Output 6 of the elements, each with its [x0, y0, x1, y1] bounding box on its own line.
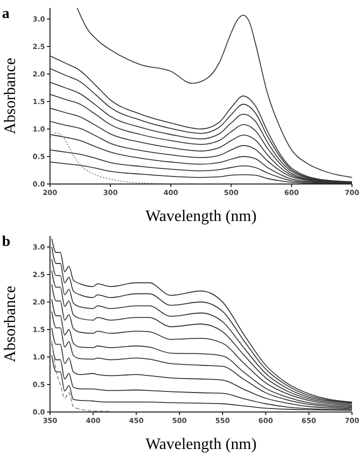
- x-axis-title: Wavelength (nm): [145, 436, 257, 453]
- y-axis-title: Absorbance: [2, 58, 19, 134]
- y-axis-title: Absorbance: [2, 286, 19, 362]
- chart-title: b: [2, 234, 10, 250]
- x-axis-title: Wavelength (nm): [145, 208, 257, 225]
- chart-title: a: [2, 6, 10, 22]
